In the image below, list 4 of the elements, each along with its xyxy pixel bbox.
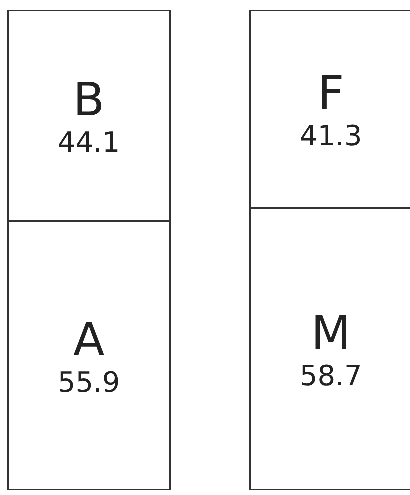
data-label: M 58.7	[300, 306, 362, 392]
data-label: B 44.1	[58, 72, 120, 160]
data-label: A 55.9	[58, 312, 120, 400]
data-label: F 41.3	[300, 66, 362, 152]
